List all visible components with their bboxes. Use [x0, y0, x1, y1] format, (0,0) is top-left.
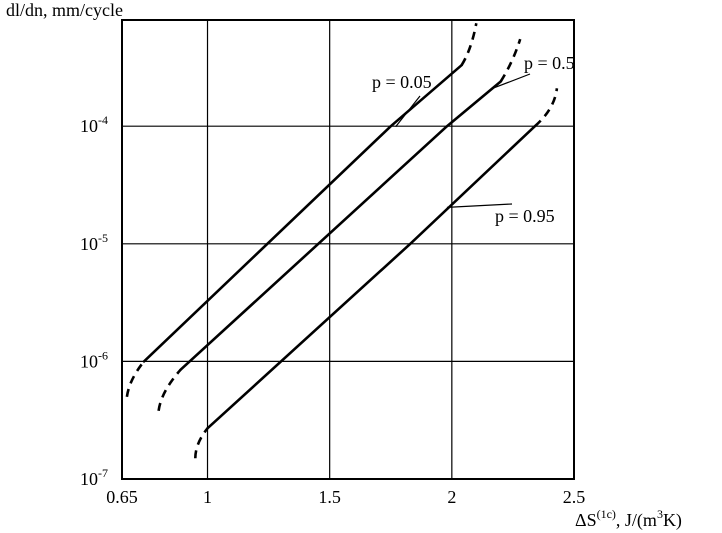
annotation-leader-1	[493, 73, 531, 89]
x-tick-label-1: 1	[203, 487, 212, 507]
y-tick-label-1: 10-6	[80, 348, 108, 371]
series-dashed-low-1	[157, 368, 182, 412]
annotation-label-0: p = 0.05	[372, 72, 432, 92]
x-tick-label-3: 2	[447, 487, 456, 507]
y-tick-label-3: 10-4	[80, 113, 108, 136]
x-axis-label-mid: , J/(m	[616, 510, 657, 531]
x-tick-label-0: 0.65	[106, 487, 138, 507]
y-tick-label-0: 10-7	[80, 466, 108, 489]
series-dashed-high-0	[460, 23, 478, 66]
y-tick-base-1: 10	[80, 351, 98, 371]
x-tick-label-4: 2.5	[563, 487, 586, 507]
y-tick-exponent-2: -5	[98, 231, 108, 245]
annotation-label-2: p = 0.95	[495, 206, 555, 226]
curve-annotations: p = 0.05 p = 0.5 p = 0.95	[372, 53, 575, 226]
series-dashed-low-0	[125, 360, 146, 398]
y-tick-exponent-3: -4	[98, 113, 108, 127]
y-tick-base-2: 10	[80, 234, 98, 254]
y-tick-exponent-1: -6	[98, 348, 108, 362]
series-lines	[125, 23, 559, 459]
x-tick-label-2: 1.5	[318, 487, 341, 507]
x-axis-label: ΔS(1c), J/(m3K)	[575, 507, 682, 531]
series-line-1	[179, 80, 502, 371]
series-dashed-high-1	[499, 38, 522, 83]
series-line-0	[142, 63, 463, 363]
x-axis-label-base: ΔS	[575, 510, 597, 530]
y-tick-base-0: 10	[80, 469, 98, 489]
annotation-label-1: p = 0.5	[524, 53, 575, 73]
x-axis-label-end: K)	[663, 510, 682, 531]
annotation-leader-0	[395, 95, 421, 128]
y-tick-label-2: 10-5	[80, 231, 108, 254]
tick-labels: 0.65 1 1.5 2 2.510-710-610-510-4	[80, 113, 585, 507]
grid-lines	[122, 20, 574, 479]
series-dashed-high-2	[534, 88, 559, 128]
x-axis-label-sup2: 3	[657, 507, 663, 521]
series-line-2	[206, 124, 537, 430]
y-tick-exponent-0: -7	[98, 466, 108, 480]
y-tick-base-3: 10	[80, 116, 98, 136]
series-dashed-low-2	[194, 427, 209, 459]
plot-frame	[121, 19, 575, 480]
annotation-leader-2	[446, 203, 513, 208]
y-axis-label: dl/dn, mm/cycle	[6, 0, 123, 20]
x-axis-label-sup1: (1c)	[597, 507, 616, 521]
